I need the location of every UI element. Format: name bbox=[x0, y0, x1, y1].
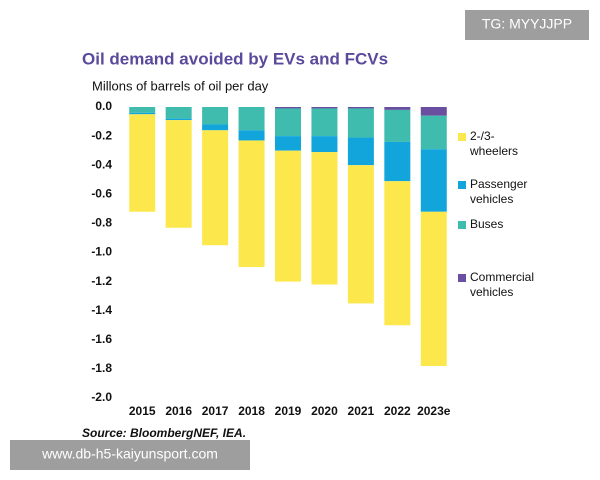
watermark: www.db-h5-kaiyunsport.com bbox=[41, 446, 218, 462]
y-tick-label: -1.2 bbox=[91, 274, 112, 288]
bar-segment bbox=[275, 136, 301, 151]
y-tick-label: -1.8 bbox=[91, 361, 112, 375]
bar-segment bbox=[311, 152, 338, 285]
y-tick-label: -1.4 bbox=[91, 303, 112, 317]
bar-segment bbox=[202, 130, 229, 246]
x-tick-label: 2019 bbox=[275, 404, 302, 418]
bar-segment bbox=[275, 108, 301, 137]
bar-segment bbox=[420, 211, 447, 366]
bar-segment bbox=[420, 149, 447, 212]
y-tick-label: -2.0 bbox=[91, 390, 112, 404]
y-tick-label: -0.8 bbox=[91, 216, 112, 230]
x-tick-label: 2022 bbox=[384, 404, 411, 418]
x-tick-label: 2015 bbox=[129, 404, 156, 418]
bar-segment bbox=[202, 107, 229, 125]
bar-segment bbox=[238, 130, 265, 141]
bar-segment bbox=[347, 107, 374, 109]
bar-segment bbox=[420, 107, 447, 116]
bar-segment bbox=[347, 137, 374, 166]
chart-title: Oil demand avoided by EVs and FCVs bbox=[82, 49, 388, 68]
x-tick-label: 2017 bbox=[202, 404, 229, 418]
source: Source: BloombergNEF, IEA. bbox=[82, 426, 246, 440]
bar-segment bbox=[275, 107, 301, 109]
bar-segment bbox=[129, 112, 156, 115]
bar-segment bbox=[129, 114, 156, 212]
bar-segment bbox=[165, 118, 192, 121]
x-tick-label: 2021 bbox=[348, 404, 375, 418]
watermark-box bbox=[10, 440, 250, 470]
legend-swatch bbox=[458, 133, 466, 141]
y-tick-label: -1.0 bbox=[91, 245, 112, 259]
watermark: TG: MYYJJPP bbox=[482, 16, 572, 32]
bar-segment bbox=[311, 107, 338, 109]
bar-segment bbox=[311, 136, 338, 153]
legend-label: Commercial vehicles bbox=[470, 270, 534, 299]
watermark-box bbox=[465, 10, 589, 40]
bar-segment bbox=[238, 107, 265, 131]
y-tick-label: 0.0 bbox=[95, 99, 112, 113]
bar-segment bbox=[238, 140, 265, 268]
bar-segment bbox=[311, 108, 338, 137]
bar-segment bbox=[384, 109, 411, 142]
bar-segment bbox=[420, 115, 447, 150]
x-tick-label: 2023e bbox=[417, 404, 451, 418]
bar-segment bbox=[384, 141, 411, 182]
x-tick-label: 2018 bbox=[238, 404, 265, 418]
bar-segment bbox=[347, 108, 374, 138]
legend-label: Buses bbox=[470, 217, 503, 231]
legend-swatch bbox=[458, 181, 466, 189]
bar-segment bbox=[384, 107, 411, 110]
y-tick-label: -1.6 bbox=[91, 332, 112, 346]
legend-swatch bbox=[458, 221, 466, 229]
y-tick-label: -0.6 bbox=[91, 186, 112, 200]
bar-segment bbox=[165, 107, 192, 119]
bar-segment bbox=[347, 165, 374, 304]
legend-swatch bbox=[458, 274, 466, 282]
bar-segment bbox=[384, 181, 411, 326]
legend-label: 2-/3-wheelers bbox=[469, 129, 518, 158]
subtitle: Millons of barrels of oil per day bbox=[92, 78, 269, 93]
x-tick-label: 2020 bbox=[311, 404, 338, 418]
bar-segment bbox=[202, 124, 229, 131]
bar-segment bbox=[275, 150, 301, 282]
x-tick-label: 2016 bbox=[165, 404, 192, 418]
bar-segment bbox=[165, 120, 192, 228]
y-tick-label: -0.2 bbox=[91, 128, 112, 142]
legend-label: Passenger vehicles bbox=[470, 177, 527, 206]
y-tick-label: -0.4 bbox=[91, 157, 112, 171]
bar-segment bbox=[129, 107, 156, 113]
